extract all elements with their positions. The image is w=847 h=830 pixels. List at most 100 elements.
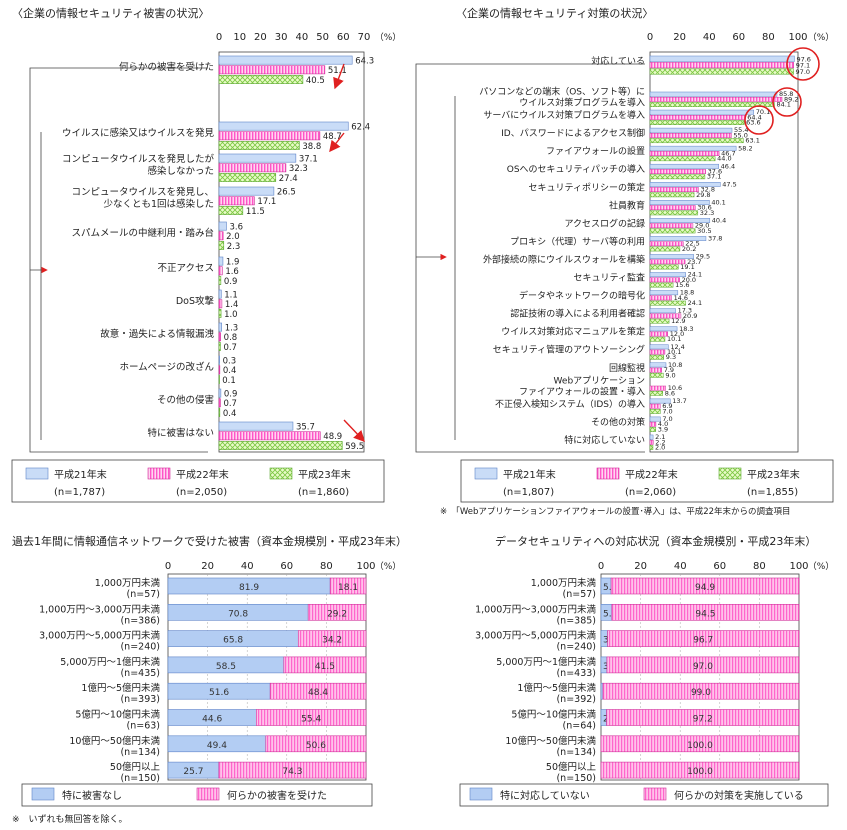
chart-title: 過去1年間に情報通信ネットワークで受けた被害（資本金規模別・平成23年末） [12, 534, 407, 548]
category-label: 10億円～50億円未満 [505, 735, 596, 747]
data-label: 97.0 [693, 662, 713, 672]
category-label: その他の侵害 [157, 394, 214, 406]
category-label: 1,000万円～3,000万円未満 [39, 603, 160, 615]
tick-label: 30 [275, 32, 288, 43]
tick-label: 20 [673, 32, 686, 43]
category-label: 1,000万円未満 [531, 577, 597, 589]
data-label: 1.4 [225, 300, 239, 310]
category-n: (n=240) [120, 642, 160, 653]
legend-n: (n=2,050) [176, 487, 227, 498]
data-label: 55.4 [301, 715, 321, 725]
data-label: 32.3 [700, 209, 714, 217]
tick-label: 0 [216, 32, 222, 43]
bar [218, 365, 221, 375]
bar [649, 295, 672, 301]
data-label: 29.8 [696, 191, 710, 199]
bar [218, 388, 222, 398]
tick-label: 80 [762, 32, 775, 43]
bar-segment [602, 682, 800, 700]
bar [649, 133, 732, 138]
tick-label: 70 [358, 32, 371, 43]
bar [218, 75, 304, 84]
data-label: 64.4 [747, 113, 761, 121]
bar [649, 264, 679, 270]
bar [218, 309, 222, 318]
data-label: 2.0 [226, 232, 240, 242]
category-label: セキュリティ監査 [574, 272, 645, 284]
bar [649, 241, 684, 247]
tick-label: 100 [789, 561, 808, 572]
bar [649, 362, 667, 368]
data-label: 0.4 [223, 409, 237, 419]
category-label: ホームページの改ざん [119, 361, 214, 373]
legend-swatch [25, 467, 49, 480]
bar [218, 332, 221, 342]
data-label: 85.8 [779, 90, 793, 98]
data-label: 51.6 [209, 688, 229, 698]
bar-segment [265, 735, 367, 753]
data-label: 74.3 [282, 767, 302, 777]
legend-label: 平成23年末 [298, 468, 351, 481]
data-label: 44.0 [717, 155, 731, 163]
category-label: 回線監視 [609, 362, 645, 374]
data-label: 26.5 [277, 188, 296, 198]
data-label: 0.1 [222, 376, 236, 386]
bar [218, 163, 287, 173]
data-label: 20.9 [683, 312, 697, 320]
data-label: 13.7 [672, 397, 686, 405]
bar [218, 55, 353, 65]
bar [649, 120, 745, 125]
bar [649, 331, 669, 337]
bar [218, 342, 221, 351]
bar [649, 187, 699, 192]
data-label: 10.8 [668, 361, 682, 369]
category-label: 1,000万円～3,000万円未満 [475, 603, 596, 615]
category-n: (n=435) [120, 668, 160, 679]
data-label: 3.6 [229, 223, 243, 233]
bar [218, 206, 244, 215]
bar [649, 272, 686, 278]
tick-label: 40 [703, 32, 716, 43]
category-n: (n=63) [127, 721, 160, 732]
data-label: 55.4 [734, 126, 748, 134]
category-label: コンピュータウイルスを発見したが [62, 153, 215, 165]
trend-arrow [333, 63, 345, 90]
bar-segment [600, 761, 800, 779]
data-label: 4.0 [658, 420, 668, 428]
legend-label: 特に被害なし [62, 789, 122, 802]
category-label: 外部接続の際にウイルスウォールを構築 [483, 253, 645, 265]
bar [218, 375, 220, 384]
category-label: パソコンなどの端末（OS、ソフト等）に [479, 86, 645, 98]
data-label: 0.3 [223, 357, 237, 367]
data-label: 19.1 [680, 263, 694, 271]
legend-box [11, 459, 385, 503]
legend-swatch [469, 787, 493, 801]
data-label: 9.3 [666, 353, 676, 361]
bar [649, 115, 746, 120]
bar [649, 182, 721, 187]
data-label: 25.7 [183, 767, 203, 777]
bar-segment [256, 709, 367, 726]
tick-label: 20 [201, 561, 214, 572]
bar [649, 205, 696, 211]
data-label: 1.9 [226, 258, 240, 268]
bar [649, 434, 654, 440]
bar [649, 344, 669, 350]
chart-title: データセキュリティへの対応状況（資本金規模別・平成23年末） [495, 534, 816, 548]
bar [649, 445, 654, 450]
category-label: コンピュータウイルスを発見し、 [71, 186, 214, 198]
legend-swatch [474, 467, 498, 480]
bar [218, 421, 294, 431]
data-label: 70.1 [756, 108, 770, 116]
data-label: 11.5 [246, 207, 265, 217]
bar [649, 163, 719, 169]
data-label: 58.5 [216, 662, 236, 672]
bar [218, 131, 321, 141]
data-label: 8.6 [665, 389, 675, 397]
legend-label: 平成23年末 [747, 468, 800, 481]
category-label: データやネットワークの暗号化 [519, 290, 645, 302]
chart-title: 〈企業の情報セキュリティ被害の状況〉 [12, 6, 209, 20]
bar [649, 318, 670, 324]
category-label: ファイアウォールの設置 [546, 145, 645, 157]
category-label: 対応している [591, 55, 645, 67]
